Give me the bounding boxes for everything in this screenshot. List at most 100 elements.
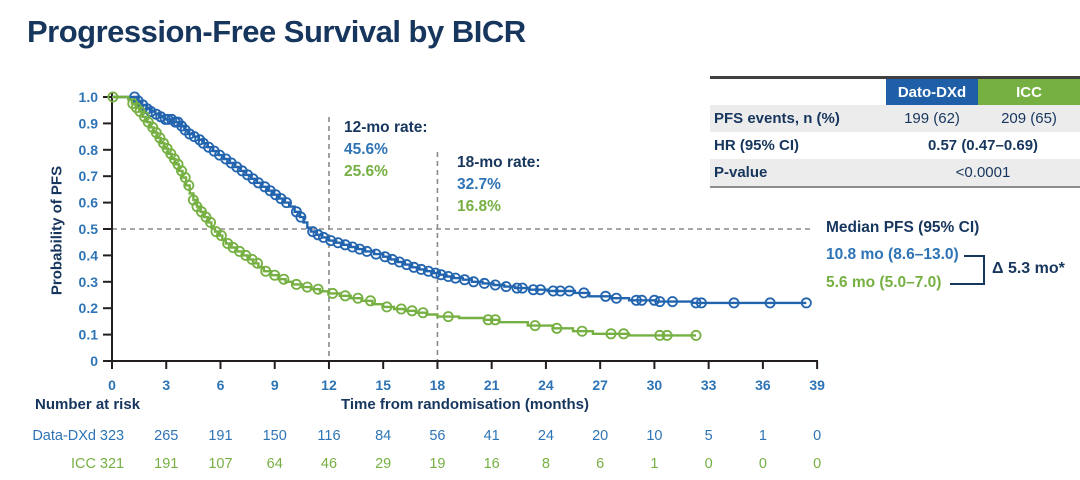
- censor-mark: [489, 279, 501, 291]
- y-tick-label: 1.0: [79, 89, 99, 105]
- x-tick-label: 27: [592, 377, 608, 393]
- median-pfs-dato-value: 10.8 mo (8.6–13.0): [826, 246, 959, 263]
- risk-count: 191: [154, 456, 179, 472]
- risk-count: 64: [266, 456, 283, 472]
- censor-mark: [430, 267, 442, 279]
- censor-mark: [215, 230, 227, 242]
- stats-table: Dato-DXd ICC PFS events, n (%) 199 (62) …: [710, 76, 1080, 188]
- risk-row-label: ICC: [71, 456, 96, 472]
- censor-mark: [393, 256, 405, 268]
- censor-mark: [408, 261, 420, 273]
- censor-mark: [630, 294, 642, 306]
- page-title: Progression-Free Survival by BICR: [27, 14, 526, 49]
- censor-mark: [188, 131, 200, 143]
- censor-mark: [661, 329, 673, 341]
- censor-mark: [352, 292, 364, 304]
- pfs-events-dato-value: 199 (62): [904, 110, 960, 127]
- risk-count: 116: [317, 428, 341, 444]
- annotation-18mo-rate: 18-mo rate: 32.7% 16.8%: [457, 152, 541, 218]
- risk-count: 84: [375, 428, 392, 444]
- x-tick-label: 33: [701, 377, 717, 393]
- censor-mark: [364, 295, 376, 307]
- x-tick-label: 21: [484, 377, 500, 393]
- col-header-icc: ICC: [978, 77, 1080, 105]
- risk-row-icc: ICC 321 191 107 64 46 29 19 16 8 6 1 0 0 0: [0, 456, 1080, 474]
- censor-mark: [529, 320, 541, 332]
- risk-count: 265: [154, 428, 179, 444]
- censor-mark: [468, 276, 480, 288]
- censor-mark: [728, 297, 740, 309]
- censor-mark: [327, 287, 339, 299]
- y-tick-label: 0.2: [79, 300, 99, 316]
- censor-mark: [648, 294, 660, 306]
- number-at-risk-title: Number at risk: [35, 396, 141, 413]
- y-tick-label: 0.4: [79, 247, 99, 263]
- censor-mark: [442, 270, 454, 282]
- risk-count: 5: [704, 428, 713, 444]
- pvalue-label: P-value: [714, 164, 768, 181]
- x-tick-label: 15: [375, 377, 391, 393]
- censor-mark: [145, 106, 157, 118]
- risk-count: 150: [262, 428, 287, 444]
- pfs-events-icc-value: 209 (65): [1001, 110, 1057, 127]
- risk-count: 16: [483, 456, 500, 472]
- censor-mark: [654, 329, 666, 341]
- censor-mark: [354, 243, 366, 255]
- censor-mark: [690, 297, 702, 309]
- censor-mark: [417, 307, 429, 319]
- censor-mark: [346, 241, 358, 253]
- censor-mark: [605, 328, 617, 340]
- censor-mark: [563, 285, 575, 297]
- censor-mark: [381, 301, 393, 313]
- censor-mark: [280, 197, 292, 209]
- risk-count: 1: [650, 456, 659, 472]
- risk-count: 10: [646, 428, 663, 444]
- median-pfs-icc-value: 5.6 mo (5.0–7.0): [826, 274, 942, 291]
- censor-mark: [489, 314, 501, 326]
- x-tick-label: 6: [217, 377, 225, 393]
- censor-mark: [325, 235, 337, 247]
- stats-row-pvalue: P-value <0.0001: [710, 159, 1080, 187]
- risk-row-label: Data-DXd: [32, 428, 96, 444]
- y-tick-label: 0.9: [79, 115, 99, 131]
- pfs-events-label: PFS events, n (%): [714, 110, 840, 127]
- annotation-12mo-dato-value: 45.6%: [344, 141, 388, 158]
- censor-mark: [332, 237, 344, 249]
- stats-header-blank: [710, 78, 886, 106]
- censor-mark: [576, 325, 588, 337]
- censor-mark: [422, 265, 434, 277]
- censor-mark: [307, 226, 319, 238]
- x-tick-label: 0: [108, 377, 116, 393]
- censor-mark: [415, 263, 427, 275]
- censor-mark: [278, 273, 290, 285]
- censor-mark: [478, 277, 490, 289]
- x-tick-label: 30: [647, 377, 663, 393]
- risk-count: 1: [758, 428, 767, 444]
- x-tick-label: 12: [321, 377, 337, 393]
- risk-count: 0: [758, 456, 767, 472]
- annotation-12mo-rate: 12-mo rate: 45.6% 25.6%: [344, 117, 428, 183]
- censor-mark: [551, 322, 563, 334]
- censor-mark: [547, 285, 559, 297]
- censor-mark: [600, 290, 612, 302]
- x-tick-label: 3: [162, 377, 170, 393]
- censor-mark: [578, 287, 590, 299]
- censor-mark: [312, 283, 324, 295]
- censor-mark: [339, 239, 351, 251]
- censor-mark: [618, 328, 630, 340]
- risk-count: 24: [537, 428, 554, 444]
- censor-mark: [482, 314, 494, 326]
- risk-count: 323: [99, 428, 125, 444]
- stats-row-hr: HR (95% CI) 0.57 (0.47–0.69): [710, 132, 1080, 159]
- censor-mark: [527, 284, 539, 296]
- annotation-18mo-icc-value: 16.8%: [457, 198, 501, 215]
- censor-mark: [295, 211, 307, 223]
- risk-count: 8: [541, 456, 550, 472]
- censor-mark: [107, 91, 119, 103]
- censor-mark: [516, 282, 528, 294]
- y-tick-label: 0.6: [79, 195, 99, 211]
- censor-mark: [395, 303, 407, 315]
- censor-mark: [800, 297, 812, 309]
